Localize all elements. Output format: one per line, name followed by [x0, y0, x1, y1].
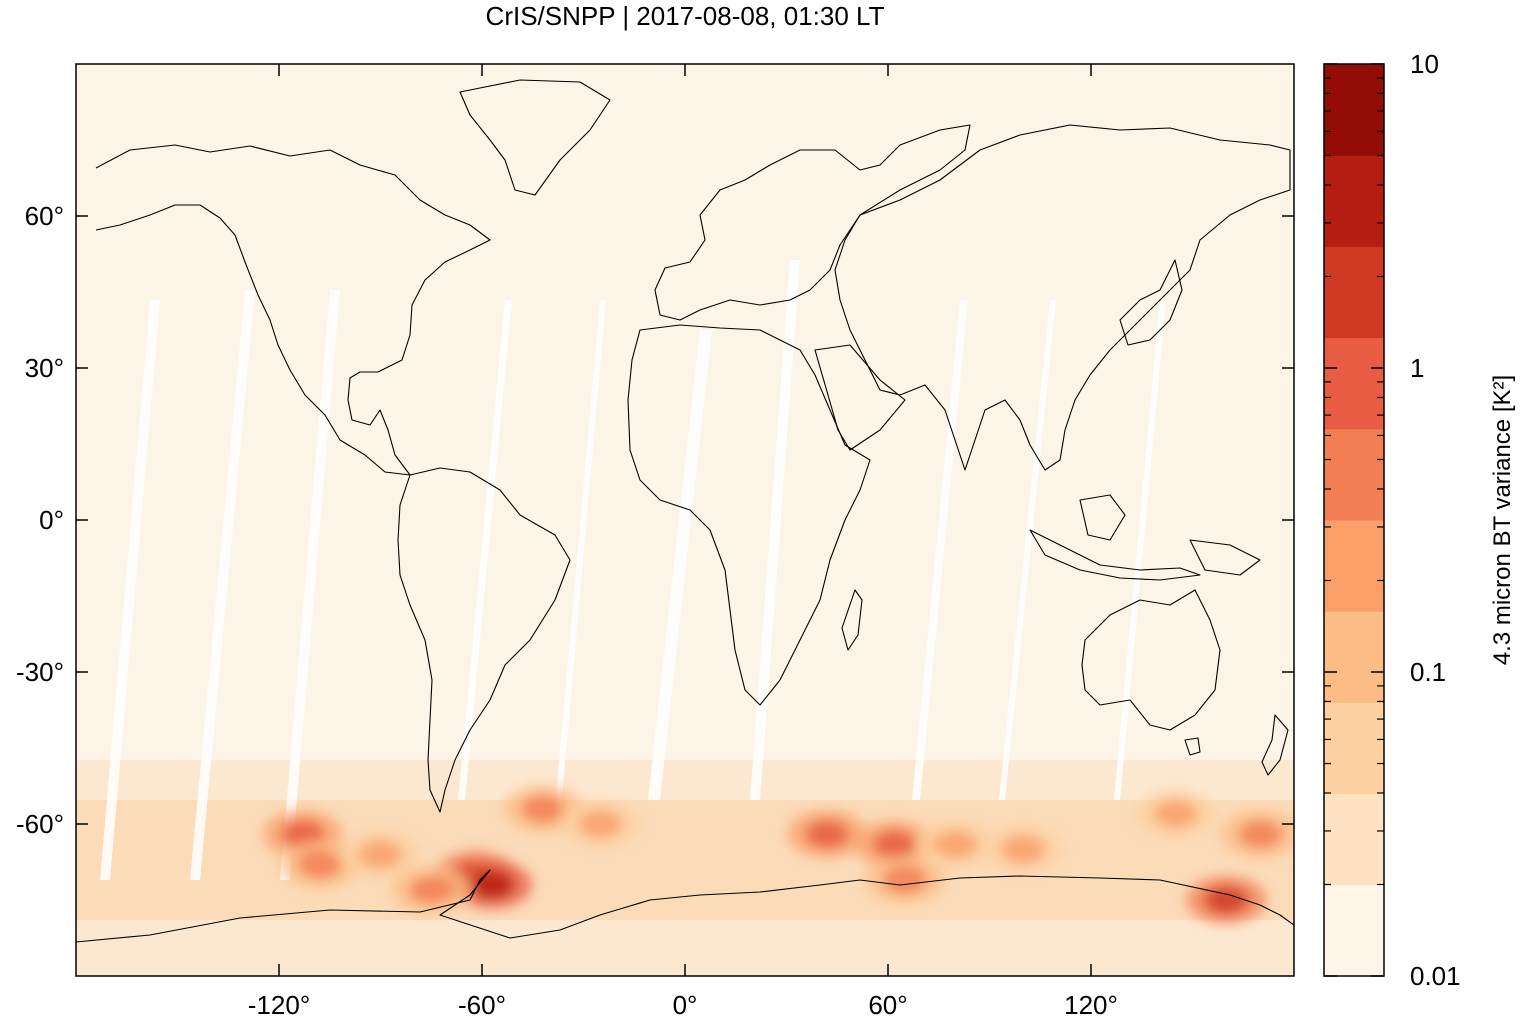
orbit-gap [1114, 300, 1166, 800]
coastline-australia [1081, 589, 1221, 731]
hotspot-core [520, 794, 565, 823]
lat-tick-label: -30° [16, 657, 64, 687]
colorbar-block [1324, 884, 1384, 977]
coastline-arabia [814, 344, 906, 451]
hotspot-core [882, 865, 927, 894]
hotspot-core [872, 830, 917, 859]
plot-area [76, 64, 1294, 976]
coastline-asia [834, 124, 1291, 471]
colorbar-blocks [1324, 64, 1384, 977]
orbit-gap [458, 300, 512, 800]
hotspot-core [1238, 820, 1283, 849]
colorbar-ticks: 10 1 0.1 0.01 [1324, 49, 1461, 991]
coastline-africa [627, 324, 871, 706]
orbit-gap [100, 300, 160, 880]
lon-tick-label: -120° [248, 990, 310, 1020]
colorbar-tick-label: 1 [1410, 353, 1424, 383]
colorbar-tick-label: 0.1 [1410, 657, 1446, 687]
coastline-madagascar [841, 589, 863, 651]
coastlines [76, 79, 1294, 943]
colorbar-block [1324, 428, 1384, 521]
colorbar-label: 4.3 micron BT variance [K²] [1489, 375, 1516, 665]
coastline-tasmania [1184, 737, 1201, 756]
hotspot-core [1153, 799, 1198, 828]
coastline-borneo [1079, 494, 1126, 541]
map-title: CrIS/SNPP | 2017-08-08, 01:30 LT [485, 1, 885, 31]
orbit-gap [999, 300, 1056, 800]
orbit-gap [554, 300, 606, 820]
coastline-antarctica [76, 869, 1294, 943]
southern-ocean-band-inner [76, 800, 1294, 920]
orbit-gap [280, 290, 340, 880]
orbit-gap [648, 330, 712, 800]
variance-hotspots [262, 784, 1294, 924]
coastline-greenland [459, 79, 611, 196]
orbit-gap [190, 290, 255, 880]
colorbar-block [1324, 520, 1384, 612]
colorbar-block [1324, 64, 1384, 156]
lon-tick-label: 0° [673, 990, 698, 1020]
lat-tick-label: 0° [39, 505, 64, 535]
colorbar-tick-label: 0.01 [1410, 961, 1461, 991]
hotspot-core [578, 810, 623, 838]
lat-tick-label: -60° [16, 809, 64, 839]
orbit-gaps [100, 260, 1166, 880]
hotspot-core [409, 875, 454, 904]
colorbar-block [1324, 155, 1384, 247]
coastline-japan [1119, 259, 1183, 346]
coastline-new-guinea [1189, 539, 1261, 576]
colorbar-tick-label: 10 [1410, 49, 1439, 79]
colorbar-block [1324, 337, 1384, 430]
lon-tick-label: 120° [1064, 990, 1118, 1020]
longitude-ticks: -120° -60° 0° 60° 120° [248, 64, 1118, 1020]
lat-tick-label: 60° [25, 201, 64, 231]
colorbar-frame [1323, 63, 1385, 977]
colorbar-block [1324, 246, 1384, 339]
hotspot-core [470, 870, 515, 899]
colorbar-block [1324, 702, 1384, 795]
coastline-new-zealand [1261, 714, 1289, 776]
hotspot-core [358, 840, 403, 869]
hotspot-core [805, 820, 850, 849]
colorbar: 10 1 0.1 0.01 4.3 micron BT variance [K²] [1323, 49, 1516, 991]
latitude-ticks: 60° 30° 0° -30° -60° [16, 201, 1294, 839]
hotspot-core [933, 830, 978, 859]
coastline-north-america [95, 144, 491, 476]
coastline-europe [654, 124, 971, 321]
lon-tick-label: 60° [868, 990, 907, 1020]
hotspot-core [1001, 835, 1046, 864]
hotspot-core [1204, 886, 1249, 914]
coastline-indonesia [1029, 529, 1201, 581]
colorbar-block [1324, 793, 1384, 886]
coastline-south-america [397, 467, 571, 813]
lon-tick-label: -60° [458, 990, 506, 1020]
lat-tick-label: 30° [25, 353, 64, 383]
orbit-gap [912, 300, 968, 800]
orbit-gap [750, 260, 800, 800]
hotspot-core [297, 850, 342, 879]
colorbar-block [1324, 611, 1384, 703]
